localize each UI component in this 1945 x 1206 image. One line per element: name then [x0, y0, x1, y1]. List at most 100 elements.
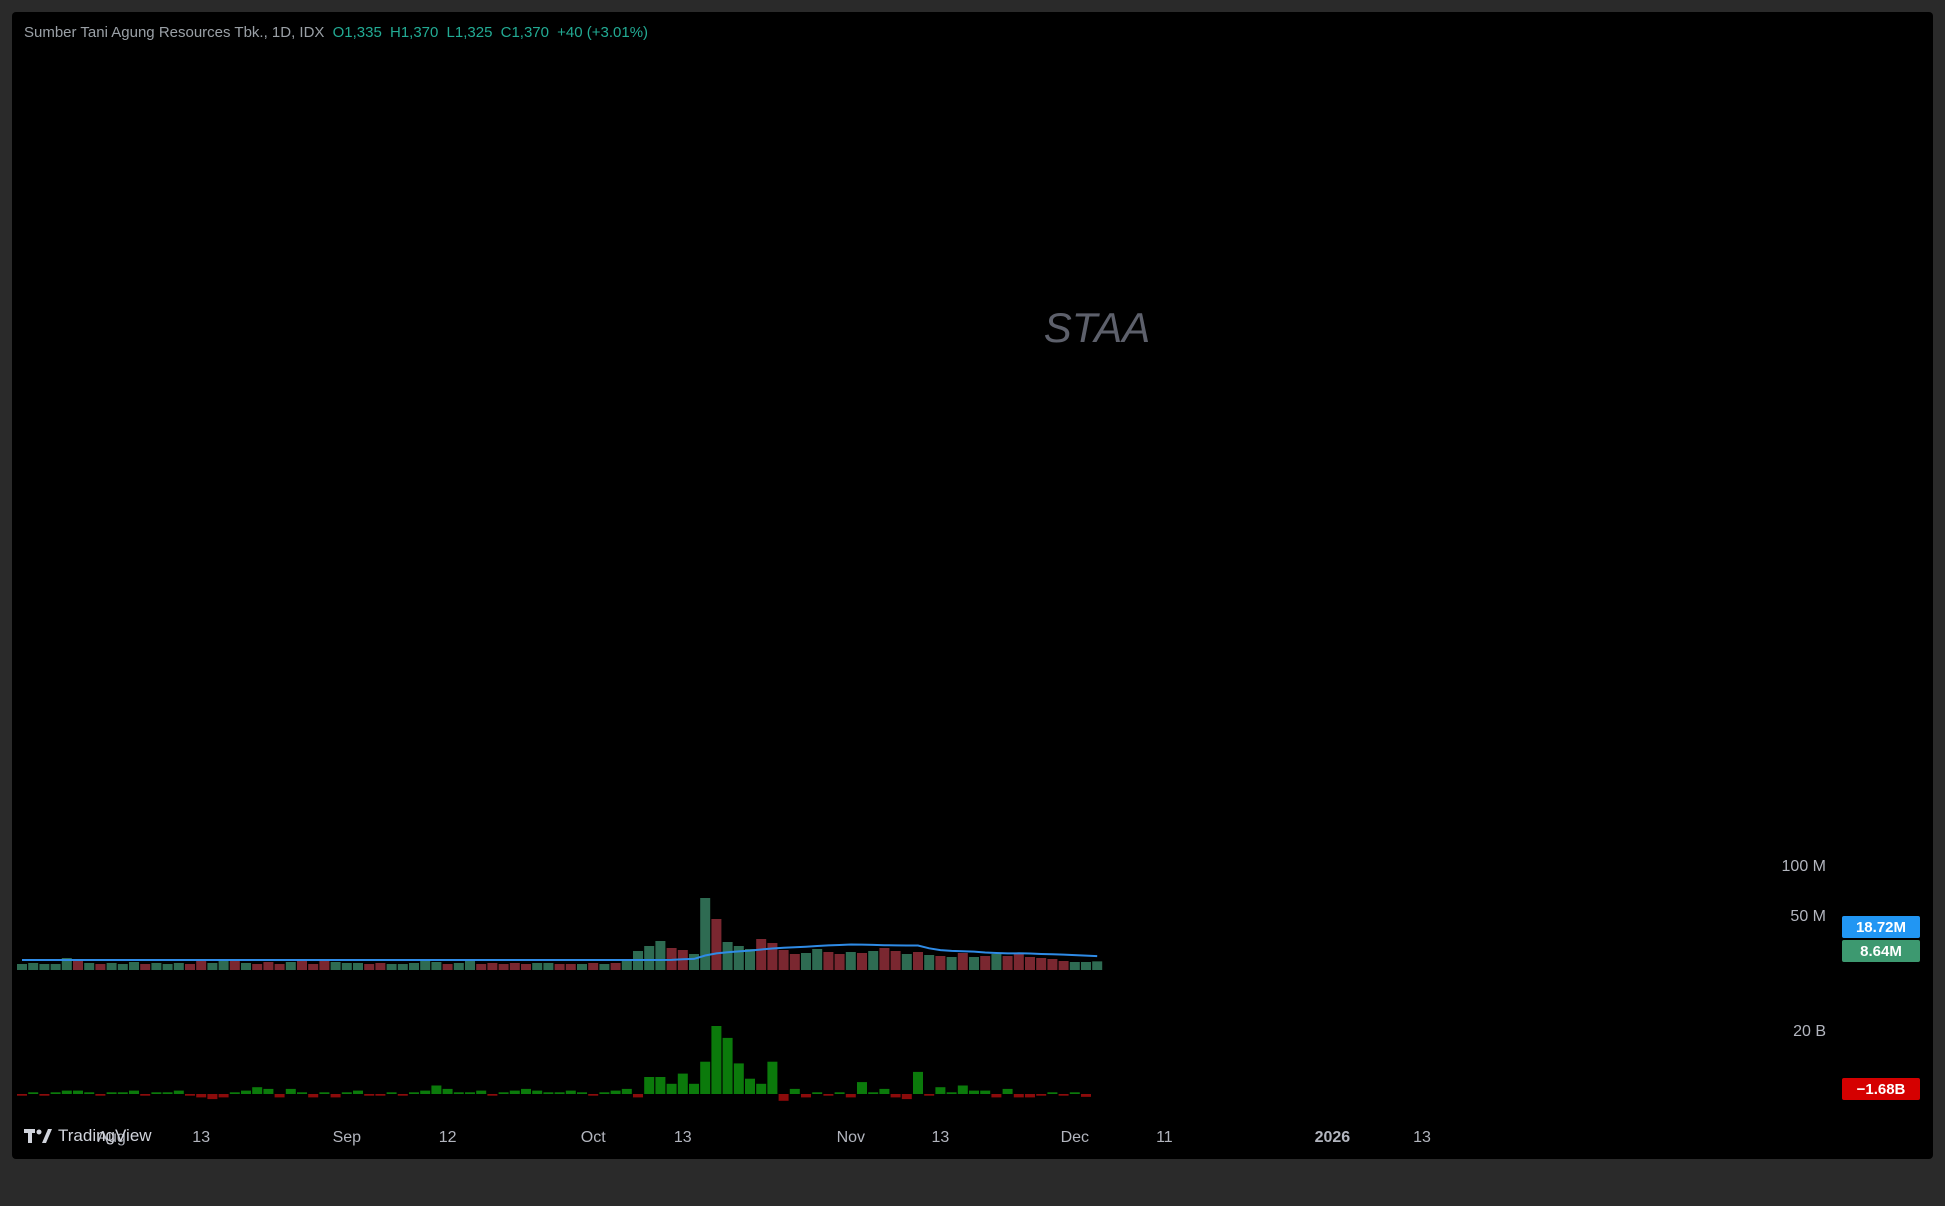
volume-tick-label: 50 M	[1790, 908, 1826, 925]
flow-bar	[1002, 1088, 1013, 1094]
time-tick-label: 13	[674, 1129, 692, 1146]
volume-bar	[644, 946, 655, 970]
flow-bar	[599, 1092, 610, 1094]
flow-bar	[577, 1092, 587, 1094]
flow-bar	[565, 1090, 576, 1094]
volume-bar	[241, 963, 251, 970]
volume-bar	[364, 964, 375, 970]
flow-bar	[610, 1090, 621, 1094]
flow-bar	[84, 1092, 95, 1094]
flow-bar	[453, 1092, 464, 1094]
volume-bar	[386, 964, 397, 970]
flow-bar	[823, 1094, 834, 1096]
flow-bar	[476, 1090, 487, 1094]
symbol-legend[interactable]: Sumber Tani Agung Resources Tbk., 1D, ID…	[24, 24, 652, 41]
volume-bar	[599, 964, 610, 970]
volume-bar	[341, 963, 352, 970]
flow-bar	[924, 1094, 935, 1096]
flow-bar	[162, 1092, 173, 1094]
flow-bar	[532, 1090, 543, 1094]
volume-bar	[229, 961, 240, 970]
flow-bar	[218, 1094, 229, 1098]
chart-canvas[interactable]: 2,8002,6002,4002,2002,0001,8001,6001,450…	[12, 12, 1933, 1159]
volume-bar	[50, 964, 61, 970]
flow-bar	[509, 1090, 520, 1094]
volume-bar	[857, 953, 867, 970]
volume-bar	[476, 964, 487, 970]
flow-bar	[901, 1094, 912, 1100]
volume-bar	[700, 898, 711, 970]
flow-bar	[521, 1088, 531, 1094]
volume-bar	[890, 951, 901, 970]
time-tick-label: Aug	[97, 1129, 125, 1146]
axis-tag-label: 18.72M	[1856, 919, 1906, 936]
volume-bar	[297, 961, 307, 970]
flow-bar	[1036, 1094, 1047, 1096]
flow-bar	[801, 1094, 811, 1098]
chart-frame[interactable]: 2,8002,6002,4002,2002,0001,8001,6001,450…	[12, 12, 1933, 1159]
footer-brand[interactable]: TradingView	[24, 1112, 152, 1159]
flow-bar	[207, 1094, 218, 1100]
volume-bar	[409, 963, 419, 970]
flow-bar	[588, 1094, 599, 1096]
flow-bar	[117, 1092, 128, 1094]
flow-bar	[745, 1078, 755, 1094]
volume-bar	[756, 939, 767, 970]
volume-bar	[823, 952, 834, 970]
volume-bar	[991, 954, 1002, 970]
flow-bar	[868, 1092, 879, 1094]
flow-tick-label: 20 B	[1793, 1023, 1826, 1040]
volume-bar	[845, 952, 856, 970]
volume-bar	[453, 963, 464, 970]
flow-bar	[1047, 1092, 1058, 1094]
flow-bar	[700, 1061, 711, 1094]
flow-pane[interactable]: 20 B	[17, 1023, 1826, 1101]
watermark-text: STAA	[1044, 304, 1151, 351]
volume-bar	[554, 964, 565, 970]
volume-bar	[185, 964, 195, 970]
flow-bar	[711, 1026, 722, 1094]
volume-bar	[95, 964, 106, 970]
flow-bar	[1025, 1094, 1035, 1098]
volume-bar	[353, 963, 363, 970]
volume-pane[interactable]: 100 M 50 M	[17, 858, 1826, 970]
flow-bar	[140, 1094, 151, 1096]
time-axis[interactable]: Aug 13 Sep 12 Oct 13 Nov 13 Dec 11 2026 13	[97, 1129, 1431, 1146]
flow-bar	[677, 1073, 688, 1094]
flow-bar	[341, 1092, 352, 1094]
volume-bar	[789, 954, 800, 970]
flow-bar	[330, 1094, 341, 1098]
flow-bar	[554, 1092, 565, 1094]
volume-bar	[969, 957, 979, 970]
volume-bar	[621, 961, 632, 970]
flow-bar	[397, 1094, 408, 1096]
volume-bar	[173, 963, 184, 970]
volume-bar	[834, 954, 845, 970]
flow-bar	[129, 1090, 139, 1094]
flow-bar	[621, 1088, 632, 1094]
low-value: L1,325	[446, 24, 493, 41]
flow-bar	[151, 1092, 162, 1094]
flow-bar	[431, 1085, 442, 1094]
volume-bar	[308, 964, 319, 970]
flow-bar	[420, 1090, 431, 1094]
volume-bar	[420, 959, 431, 970]
volume-bar	[778, 950, 789, 970]
volume-bar	[957, 953, 968, 970]
symbol-watermark: STAA	[1044, 304, 1151, 351]
volume-bar	[1081, 962, 1091, 970]
flow-bar	[733, 1063, 744, 1094]
flow-bar	[1081, 1094, 1091, 1097]
change-value: +40 (+3.01%)	[557, 24, 649, 41]
flow-bar	[767, 1061, 778, 1094]
axis-tag-box	[1842, 916, 1920, 938]
flow-bar	[946, 1092, 957, 1094]
flow-bar	[879, 1088, 890, 1094]
volume-bar	[151, 963, 162, 970]
volume-bar	[487, 963, 498, 970]
flow-bar	[834, 1092, 845, 1094]
volume-bar	[565, 964, 576, 970]
flow-bar	[935, 1087, 946, 1094]
time-tick-label: 13	[1413, 1129, 1431, 1146]
